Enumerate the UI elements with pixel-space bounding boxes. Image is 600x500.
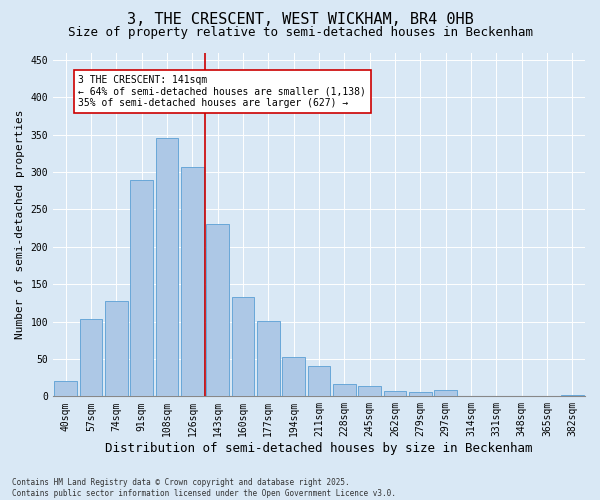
Bar xyxy=(55,382,77,396)
Text: Size of property relative to semi-detached houses in Beckenham: Size of property relative to semi-detach… xyxy=(67,26,533,39)
Bar xyxy=(130,180,153,396)
Bar xyxy=(232,297,254,396)
Y-axis label: Number of semi-detached properties: Number of semi-detached properties xyxy=(15,110,25,339)
Text: Contains HM Land Registry data © Crown copyright and database right 2025.
Contai: Contains HM Land Registry data © Crown c… xyxy=(12,478,396,498)
Bar xyxy=(561,395,584,396)
Bar xyxy=(257,321,280,396)
X-axis label: Distribution of semi-detached houses by size in Beckenham: Distribution of semi-detached houses by … xyxy=(105,442,533,455)
Bar xyxy=(434,390,457,396)
Bar xyxy=(282,356,305,397)
Bar xyxy=(333,384,356,396)
Bar xyxy=(383,391,406,396)
Bar xyxy=(80,320,103,396)
Bar xyxy=(308,366,331,396)
Bar xyxy=(181,167,204,396)
Bar xyxy=(409,392,432,396)
Bar xyxy=(358,386,381,396)
Text: 3, THE CRESCENT, WEST WICKHAM, BR4 0HB: 3, THE CRESCENT, WEST WICKHAM, BR4 0HB xyxy=(127,12,473,28)
Text: 3 THE CRESCENT: 141sqm
← 64% of semi-detached houses are smaller (1,138)
35% of : 3 THE CRESCENT: 141sqm ← 64% of semi-det… xyxy=(79,75,366,108)
Bar xyxy=(105,300,128,396)
Bar xyxy=(206,224,229,396)
Bar xyxy=(155,138,178,396)
